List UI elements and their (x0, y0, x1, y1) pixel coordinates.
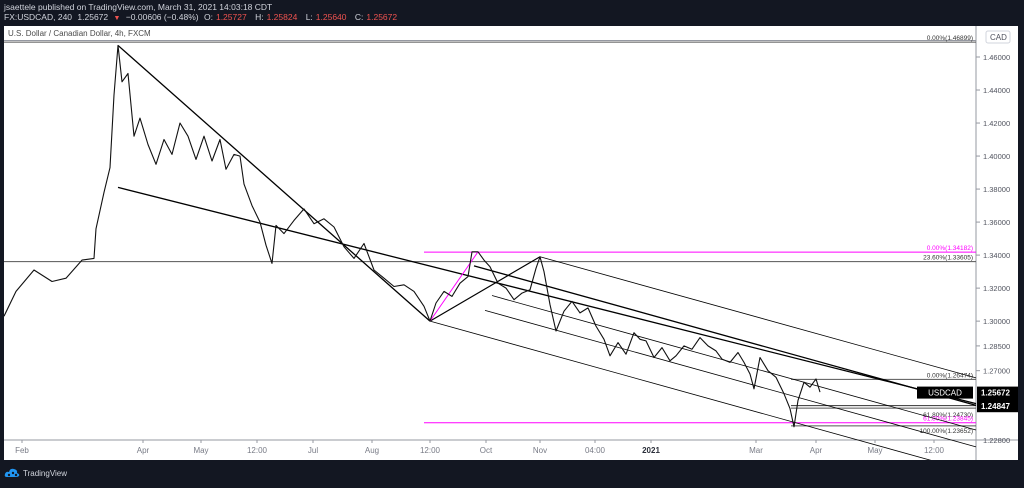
y-tick-label: 1.42000 (983, 119, 1010, 128)
price-chart[interactable]: 1.46000 1.44000 1.42000 1.40000 1.38000 1.360… (4, 26, 1018, 460)
symbol-interval: FX:USDCAD, 240 (4, 12, 73, 22)
low-label: L: (305, 12, 313, 22)
y-tick-label: 1.46000 (983, 53, 1010, 62)
chart-title: U.S. Dollar / Canadian Dollar, 4h, FXCM (4, 26, 976, 41)
publisher-line: jsaettele published on TradingView.com, … (4, 2, 273, 12)
x-tick-label: Feb (15, 446, 29, 455)
x-tick-label: Apr (810, 446, 823, 455)
x-tick-label: Jul (308, 446, 318, 455)
pitchfork-lower-outer (429, 320, 932, 460)
x-tick-label: 2021 (642, 446, 660, 455)
fib-level-label: 100.00%(1.23652) (920, 428, 974, 435)
fib-level-label: 0.00%(1.34182) (927, 245, 973, 252)
high-label: H: (255, 12, 264, 22)
x-tick-label: May (193, 446, 208, 455)
currency-label: CAD (990, 33, 1007, 42)
fib-level-label: 23.60%(1.33605) (923, 255, 973, 262)
open-value: 1.25727 (215, 12, 247, 22)
y-tick-label: 1.28500 (983, 342, 1010, 351)
alert-price-badge (977, 400, 1018, 413)
x-tick-label: May (867, 446, 882, 455)
symbol-badge (917, 386, 973, 399)
fib-level-label: 61.80%(1.24730) (923, 412, 973, 419)
pitchfork-upper-outer (539, 256, 977, 379)
price-series (4, 44, 821, 428)
close-label: C: (354, 12, 364, 22)
pitchfork-handle (429, 256, 541, 322)
down-arrow-icon: ▼ (113, 15, 121, 22)
x-tick-label: 12:00 (924, 446, 945, 455)
low-value: 1.25640 (315, 12, 347, 22)
fib-level-label: 0.00%(1.26474) (927, 372, 973, 379)
high-value: 1.25824 (266, 12, 298, 22)
footer: TradingView (4, 468, 67, 478)
y-tick-label: 1.40000 (983, 152, 1010, 161)
y-tick-label: 1.30000 (983, 317, 1010, 326)
current-price-value: 1.25672 (981, 389, 1010, 398)
symbol-badge-label: USDCAD (928, 389, 962, 398)
pitchfork-median (473, 265, 977, 406)
x-tick-label: Aug (365, 446, 379, 455)
pitchfork-upper-inner (491, 295, 977, 431)
fib-level-label: 0.00%(1.46899) (927, 35, 973, 42)
x-tick-label: 12:00 (420, 446, 441, 455)
footer-brand: TradingView (23, 468, 68, 478)
y-tick-label: 1.38000 (983, 185, 1010, 194)
chart-frame[interactable]: U.S. Dollar / Canadian Dollar, 4h, FXCM … (4, 26, 1018, 460)
x-tick-label: Apr (137, 446, 150, 455)
tradingview-cloud-icon (4, 468, 20, 477)
symbol-line: FX:USDCAD, 240 1.25672 ▼ −0.00606 (−0.48… (4, 12, 403, 24)
alert-price-value: 1.24847 (981, 402, 1010, 411)
publication-header: jsaettele published on TradingView.com, … (4, 2, 403, 24)
x-tick-label: Mar (749, 446, 763, 455)
price-change: −0.00606 (−0.48%) (125, 12, 199, 22)
currency-badge (985, 30, 1011, 44)
x-tick-label: 12:00 (247, 446, 268, 455)
close-value: 1.25672 (366, 12, 398, 22)
y-tick-label: 1.27000 (983, 367, 1010, 376)
fib-level-label: 61.80%(1.23845) (923, 416, 973, 423)
open-label: O: (203, 12, 213, 22)
x-tick-label: 04:00 (585, 446, 606, 455)
last-price: 1.25672 (77, 12, 109, 22)
descending-trendline (117, 44, 431, 322)
x-tick-label: Nov (533, 446, 547, 455)
y-tick-label: 1.44000 (983, 86, 1010, 95)
lower-wedge-line (117, 186, 977, 405)
pitchfork-lower-inner (484, 310, 977, 448)
y-tick-label: 1.32000 (983, 284, 1010, 293)
y-tick-label: 1.22800 (983, 436, 1010, 445)
y-tick-label: 1.34000 (983, 251, 1010, 260)
y-tick-label: 1.36000 (983, 218, 1010, 227)
x-tick-label: Oct (480, 446, 493, 455)
